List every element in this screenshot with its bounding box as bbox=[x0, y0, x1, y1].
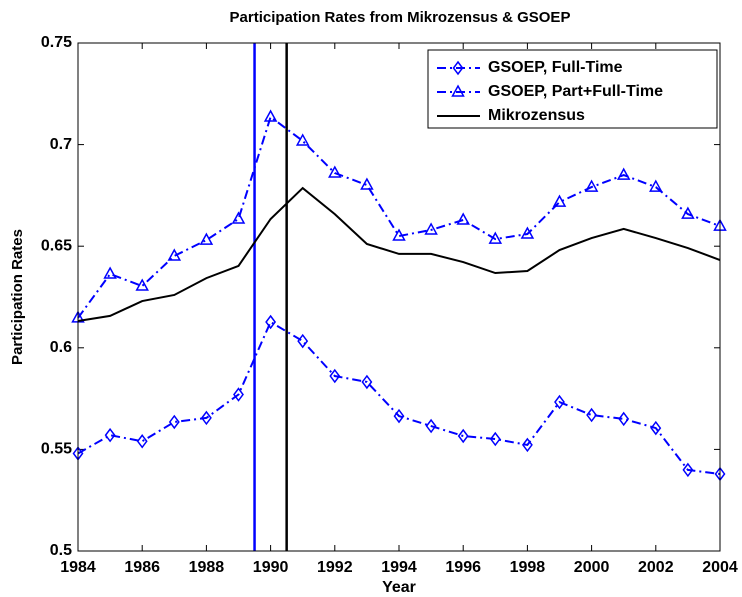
marker bbox=[392, 228, 406, 241]
marker bbox=[586, 407, 598, 423]
x-tick-label: 1996 bbox=[445, 559, 481, 576]
marker bbox=[457, 428, 469, 444]
x-tick-label: 1994 bbox=[381, 559, 417, 576]
y-tick-label: 0.5 bbox=[50, 542, 72, 559]
y-tick-label: 0.7 bbox=[50, 136, 72, 153]
y-axis-label: Participation Rates bbox=[9, 229, 26, 365]
marker bbox=[616, 167, 631, 180]
series-line bbox=[77, 186, 721, 322]
marker bbox=[650, 420, 662, 436]
marker bbox=[681, 206, 695, 219]
x-tick-label: 2004 bbox=[702, 559, 738, 576]
legend-marker bbox=[451, 84, 465, 97]
marker bbox=[103, 266, 117, 279]
legend-label: Mikrozensus bbox=[488, 107, 585, 124]
x-tick-label: 1988 bbox=[189, 559, 225, 576]
marker bbox=[199, 232, 214, 245]
y-tick-label: 0.65 bbox=[41, 237, 72, 254]
marker bbox=[488, 231, 503, 244]
x-tick-label: 1984 bbox=[60, 559, 96, 576]
marker bbox=[521, 437, 533, 453]
marker bbox=[360, 177, 374, 190]
marker bbox=[554, 394, 565, 410]
series-line bbox=[77, 320, 721, 475]
marker bbox=[520, 226, 535, 239]
marker bbox=[393, 408, 405, 424]
x-tick-label: 2000 bbox=[574, 559, 610, 576]
y-tick-label: 0.75 bbox=[41, 34, 72, 51]
y-tick-label: 0.6 bbox=[50, 339, 72, 356]
legend-marker bbox=[452, 60, 464, 76]
marker bbox=[231, 211, 246, 224]
marker bbox=[361, 374, 373, 390]
marker bbox=[328, 165, 342, 178]
legend-label: GSOEP, Part+Full-Time bbox=[488, 83, 663, 100]
marker bbox=[265, 314, 277, 330]
marker bbox=[489, 431, 501, 447]
marker bbox=[295, 133, 310, 146]
marker bbox=[552, 194, 567, 207]
marker bbox=[167, 248, 182, 261]
marker bbox=[424, 222, 438, 235]
marker bbox=[168, 414, 180, 430]
series-line bbox=[77, 115, 721, 319]
marker bbox=[233, 387, 244, 402]
marker bbox=[329, 368, 341, 384]
x-tick-label: 1998 bbox=[510, 559, 546, 576]
marker bbox=[263, 109, 278, 122]
y-tick-label: 0.55 bbox=[41, 441, 72, 458]
marker bbox=[200, 410, 212, 426]
chart-title: Participation Rates from Mikrozensus & G… bbox=[230, 9, 571, 26]
x-tick-label: 1986 bbox=[124, 559, 160, 576]
marker bbox=[136, 434, 148, 449]
marker bbox=[584, 179, 599, 192]
x-tick-label: 1990 bbox=[253, 559, 289, 576]
marker bbox=[104, 427, 116, 443]
x-axis-label: Year bbox=[382, 579, 416, 596]
marker bbox=[618, 411, 630, 427]
x-tick-label: 1992 bbox=[317, 559, 353, 576]
marker bbox=[297, 333, 309, 349]
marker bbox=[135, 278, 149, 291]
marker bbox=[456, 212, 470, 225]
marker bbox=[425, 418, 437, 434]
x-tick-label: 2002 bbox=[638, 559, 674, 576]
plot-frame bbox=[77, 42, 721, 552]
legend-label: GSOEP, Full-Time bbox=[488, 59, 623, 76]
marker bbox=[649, 179, 663, 192]
marker bbox=[682, 462, 694, 478]
